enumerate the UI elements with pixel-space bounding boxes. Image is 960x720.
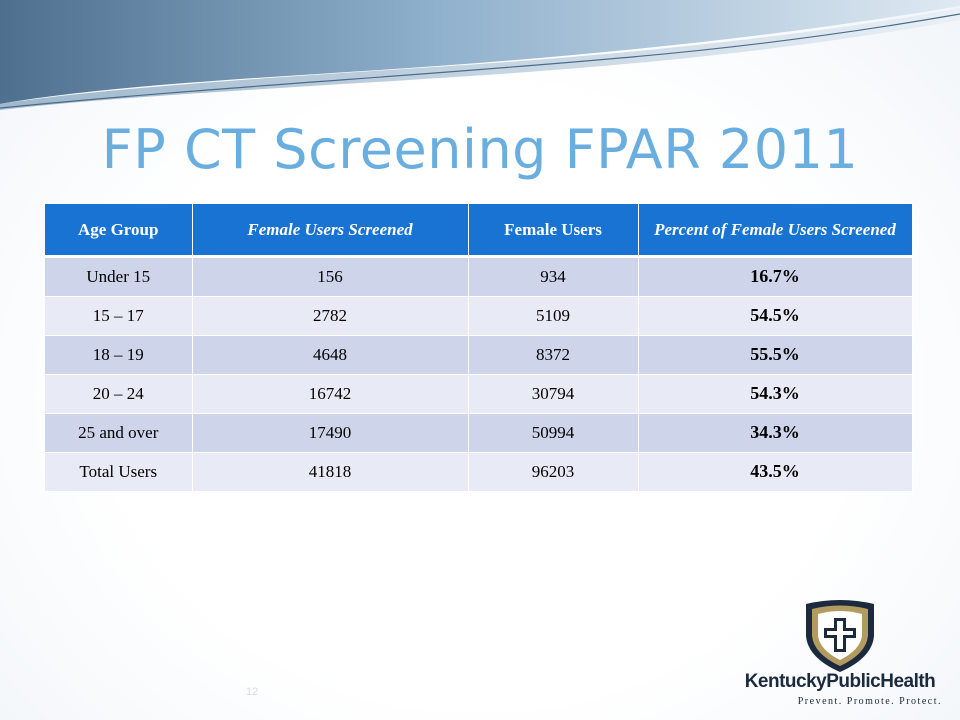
screened-cell: 16742: [192, 374, 469, 414]
users-cell: 934: [468, 256, 639, 297]
header-age-group: Age Group: [45, 204, 193, 258]
percent-cell: 34.3%: [638, 413, 913, 453]
percent-cell: 16.7%: [638, 256, 913, 297]
users-cell: 5109: [468, 296, 639, 336]
users-cell: 96203: [468, 452, 639, 492]
percent-cell: 54.5%: [638, 296, 913, 336]
header-female-users: Female Users: [468, 204, 639, 258]
age-group-cell: 20 – 24: [45, 374, 193, 414]
screening-table: Age Group Female Users Screened Female U…: [45, 204, 913, 492]
logo-name: KentuckyPublicHealth: [744, 671, 936, 692]
header-female-users-screened: Female Users Screened: [192, 204, 469, 258]
screened-cell: 17490: [192, 413, 469, 453]
users-cell: 30794: [468, 374, 639, 414]
users-cell: 8372: [468, 335, 639, 375]
screened-cell: 2782: [192, 296, 469, 336]
screened-cell: 4648: [192, 335, 469, 375]
age-group-cell: Under 15: [45, 256, 193, 297]
table-row: 15 – 17 2782 5109 54.5%: [45, 296, 913, 336]
age-group-cell: Total Users: [45, 452, 193, 492]
screened-cell: 156: [192, 256, 469, 297]
age-group-cell: 18 – 19: [45, 335, 193, 375]
table-row: 20 – 24 16742 30794 54.3%: [45, 374, 913, 414]
percent-cell: 43.5%: [638, 452, 913, 492]
users-cell: 50994: [468, 413, 639, 453]
table-row: 18 – 19 4648 8372 55.5%: [45, 335, 913, 375]
header-swoosh-decoration: [0, 0, 960, 110]
shield-cross-icon: [806, 600, 874, 672]
age-group-cell: 15 – 17: [45, 296, 193, 336]
percent-cell: 55.5%: [638, 335, 913, 375]
percent-cell: 54.3%: [638, 374, 913, 414]
age-group-cell: 25 and over: [45, 413, 193, 453]
table-row: Under 15 156 934 16.7%: [45, 256, 913, 297]
kentucky-public-health-logo: KentuckyPublicHealth Prevent. Promote. P…: [730, 598, 950, 713]
logo-tagline: Prevent. Promote. Protect.: [797, 696, 942, 707]
table-row-total: Total Users 41818 96203 43.5%: [45, 452, 913, 492]
table-header-row: Age Group Female Users Screened Female U…: [45, 204, 913, 258]
screened-cell: 41818: [192, 452, 469, 492]
table-row: 25 and over 17490 50994 34.3%: [45, 413, 913, 453]
slide-title: FP CT Screening FPAR 2011: [101, 118, 859, 181]
page-number: 12: [246, 686, 259, 698]
header-percent-screened: Percent of Female Users Screened: [638, 204, 913, 258]
